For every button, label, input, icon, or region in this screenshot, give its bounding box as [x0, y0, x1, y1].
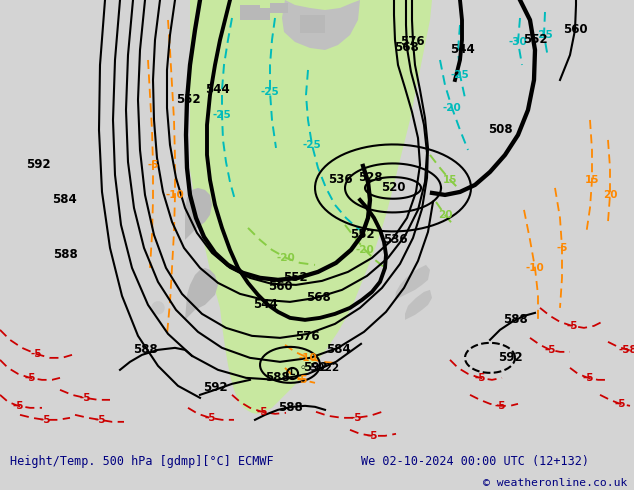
Text: -5: -5: [366, 431, 378, 441]
Polygon shape: [240, 5, 260, 20]
Text: -5: -5: [556, 243, 568, 253]
Text: 536: 536: [383, 233, 407, 246]
Text: -25: -25: [534, 30, 553, 40]
Text: -5: -5: [296, 375, 307, 385]
Text: -5: -5: [147, 160, 158, 170]
Text: -5: -5: [566, 321, 578, 331]
Text: -30: -30: [508, 37, 527, 47]
Text: L: L: [289, 368, 295, 377]
Text: 588: 588: [503, 314, 527, 326]
Circle shape: [152, 302, 164, 314]
Text: -25: -25: [212, 110, 231, 120]
Text: 508: 508: [488, 123, 512, 136]
Text: -5: -5: [204, 413, 216, 423]
Text: 552: 552: [350, 228, 374, 242]
Text: -5: -5: [495, 401, 506, 411]
Text: 568: 568: [394, 42, 418, 54]
Polygon shape: [255, 8, 270, 20]
Text: -5: -5: [256, 407, 268, 417]
Text: -58: -58: [619, 345, 634, 355]
Text: ◦ 5922: ◦ 5922: [301, 363, 340, 373]
Text: 560: 560: [563, 24, 587, 36]
Text: 15: 15: [443, 175, 457, 185]
Text: -20: -20: [276, 253, 295, 263]
Text: -10: -10: [299, 353, 318, 363]
Text: 588: 588: [278, 401, 302, 415]
Text: 528: 528: [358, 172, 382, 184]
Text: 592: 592: [498, 351, 522, 365]
Text: 552: 552: [176, 94, 200, 106]
Text: -5: -5: [94, 415, 106, 425]
Text: -5: -5: [544, 345, 556, 355]
Polygon shape: [405, 290, 432, 320]
Text: 15: 15: [585, 175, 599, 185]
Text: 544: 544: [252, 298, 278, 311]
Text: 560: 560: [268, 280, 292, 294]
Polygon shape: [190, 0, 432, 414]
Text: 576: 576: [399, 35, 424, 49]
Text: 592: 592: [26, 158, 50, 172]
Text: -5: -5: [350, 413, 362, 423]
Text: 584: 584: [51, 194, 76, 206]
Text: 552: 552: [522, 33, 547, 47]
Text: -25: -25: [261, 87, 280, 97]
Text: -5: -5: [79, 393, 91, 403]
Polygon shape: [185, 268, 218, 320]
Text: 20: 20: [437, 210, 452, 220]
Polygon shape: [185, 188, 212, 240]
Polygon shape: [395, 265, 430, 300]
Text: 520: 520: [381, 181, 405, 195]
Text: We 02-10-2024 00:00 UTC (12+132): We 02-10-2024 00:00 UTC (12+132): [361, 455, 590, 467]
Text: -10: -10: [526, 263, 545, 273]
Text: 20: 20: [603, 190, 618, 200]
Text: 584: 584: [326, 343, 351, 356]
Text: -20: -20: [356, 245, 374, 255]
Text: 544: 544: [205, 83, 230, 97]
Text: 568: 568: [306, 292, 330, 304]
Polygon shape: [270, 3, 288, 13]
Text: 576: 576: [295, 330, 320, 343]
Text: -5: -5: [39, 415, 51, 425]
Text: Height/Temp. 500 hPa [gdmp][°C] ECMWF: Height/Temp. 500 hPa [gdmp][°C] ECMWF: [10, 455, 273, 467]
Text: -10: -10: [165, 190, 184, 200]
Text: 588: 588: [133, 343, 157, 356]
Text: 536: 536: [328, 173, 353, 186]
Text: -25: -25: [302, 140, 321, 150]
Text: -5: -5: [582, 373, 594, 383]
Text: 544: 544: [450, 44, 474, 56]
Text: 592: 592: [203, 381, 228, 394]
Text: -20: -20: [443, 103, 462, 113]
Text: © weatheronline.co.uk: © weatheronline.co.uk: [483, 478, 628, 488]
Polygon shape: [282, 0, 360, 50]
Text: -5: -5: [614, 399, 626, 409]
Text: -5: -5: [24, 373, 36, 383]
Text: -5: -5: [474, 373, 486, 383]
Text: -25: -25: [451, 70, 469, 80]
Text: -5: -5: [30, 349, 42, 359]
Text: 588: 588: [264, 371, 289, 384]
Text: 588: 588: [53, 248, 77, 261]
Text: 592: 592: [302, 361, 327, 374]
Text: 552: 552: [283, 271, 307, 284]
Polygon shape: [300, 15, 325, 33]
Text: -5: -5: [12, 401, 23, 411]
